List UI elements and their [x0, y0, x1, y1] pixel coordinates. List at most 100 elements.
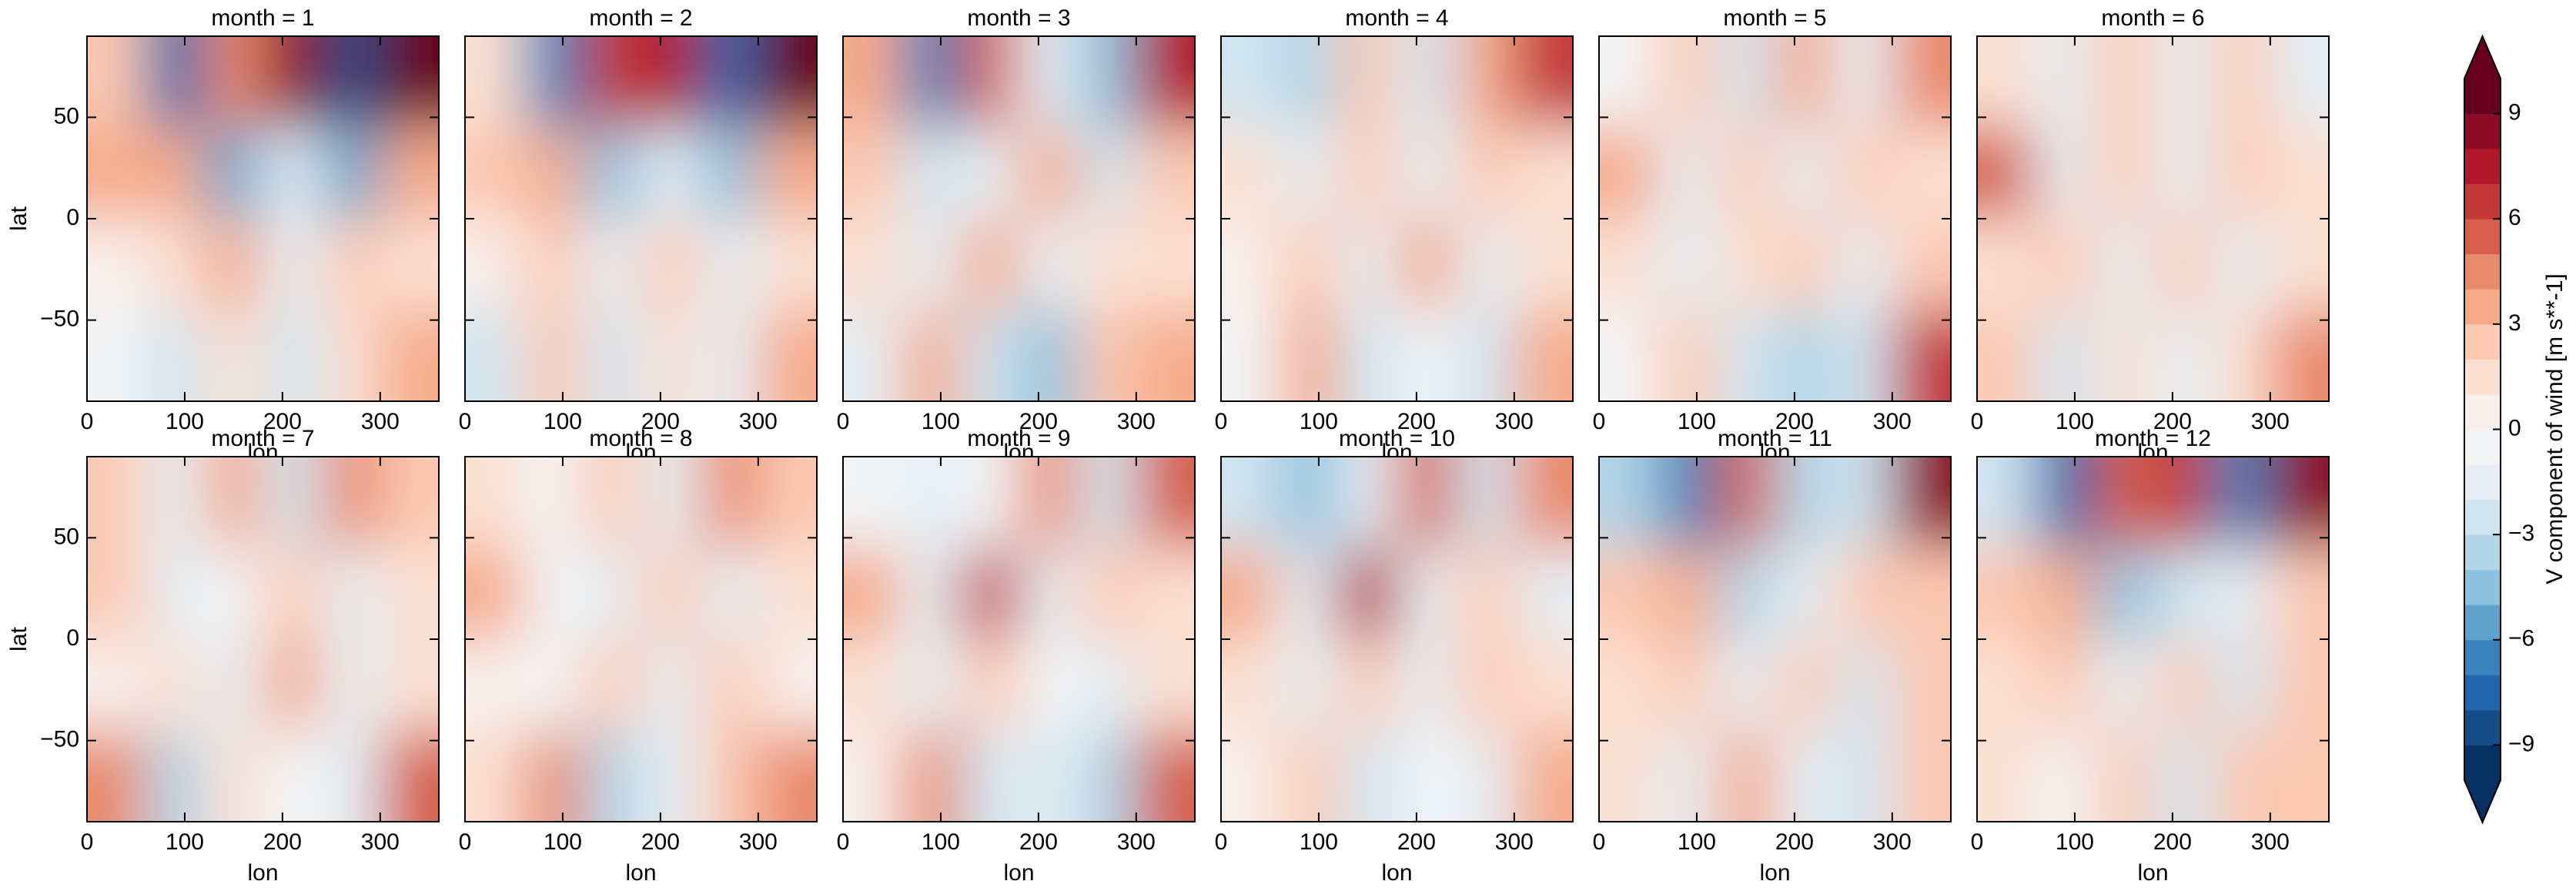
field-cell [1221, 730, 1280, 822]
field-cell [1280, 457, 1339, 548]
field-cell [1455, 457, 1514, 548]
field-cell [1077, 310, 1136, 401]
field-cell [960, 730, 1019, 822]
field-cell [1019, 219, 1078, 310]
field-cell [1019, 548, 1078, 639]
field-cell [2153, 36, 2212, 128]
colorbar-segment [2464, 534, 2501, 571]
x-tick-label: 0 [459, 409, 472, 434]
field-cell [1280, 219, 1339, 310]
field-cell [1019, 36, 1078, 128]
y-tick-label: 0 [66, 205, 79, 230]
field-cell [1833, 548, 1892, 639]
field-cell [1338, 36, 1397, 128]
field-blur [843, 36, 1195, 401]
x-axis-label: lon [1003, 860, 1034, 886]
x-tick-label: 0 [1215, 829, 1228, 855]
x-tick-label: 300 [1873, 829, 1912, 855]
colorbar-segment [2464, 429, 2501, 465]
x-tick-label: 100 [544, 829, 582, 855]
field-cell [2270, 548, 2329, 639]
panel-title: month = 8 [589, 426, 692, 451]
field-cell [263, 36, 322, 128]
field-blur [1599, 457, 1951, 822]
field-cell [1455, 219, 1514, 310]
field-cell [1019, 639, 1078, 731]
y-tick-label: 0 [66, 625, 79, 651]
field-cell [465, 127, 524, 219]
field-cell [321, 219, 380, 310]
field-blur [1221, 457, 1573, 822]
contour-field [87, 457, 439, 822]
field-cell [204, 310, 263, 401]
contour-field [843, 36, 1195, 401]
field-cell [1833, 639, 1892, 731]
field-cell [1019, 457, 1078, 548]
field-cell [960, 639, 1019, 731]
x-tick-label: 0 [1593, 829, 1606, 855]
field-cell [1514, 219, 1573, 310]
field-cell [524, 548, 583, 639]
field-cell [1514, 127, 1573, 219]
field-cell [1077, 548, 1136, 639]
colorbar-segment [2464, 113, 2501, 149]
field-cell [524, 219, 583, 310]
field-cell [2270, 310, 2329, 401]
field-cell [1077, 457, 1136, 548]
contour-field [465, 457, 817, 822]
field-cell [87, 310, 146, 401]
field-cell [1716, 310, 1775, 401]
field-cell [1019, 730, 1078, 822]
field-cell [1077, 219, 1136, 310]
field-cell [1221, 36, 1280, 128]
field-cell [146, 219, 205, 310]
field-cell [1775, 457, 1834, 548]
x-tick-label: 300 [1117, 409, 1156, 434]
field-cell [524, 730, 583, 822]
field-cell [1892, 730, 1951, 822]
field-cell [87, 548, 146, 639]
field-cell [2211, 548, 2270, 639]
field-cell [1599, 730, 1658, 822]
x-tick-label: 0 [837, 829, 850, 855]
field-cell [1338, 127, 1397, 219]
x-tick-label: 200 [2153, 829, 2192, 855]
field-cell [960, 219, 1019, 310]
field-cell [1716, 639, 1775, 731]
field-cell [902, 36, 961, 128]
field-cell [2270, 36, 2329, 128]
field-cell [204, 548, 263, 639]
field-cell [1775, 36, 1834, 128]
field-cell [1775, 548, 1834, 639]
field-cell [843, 219, 902, 310]
colorbar-segment [2464, 183, 2501, 219]
field-cell [582, 127, 641, 219]
field-cell [1977, 36, 2036, 128]
field-cell [2211, 310, 2270, 401]
x-tick-label: 300 [1117, 829, 1156, 855]
field-cell [465, 310, 524, 401]
colorbar-segment [2464, 79, 2501, 115]
field-cell [1455, 310, 1514, 401]
field-cell [1892, 310, 1951, 401]
panel-title: month = 2 [589, 5, 692, 31]
x-tick-label: 100 [166, 409, 204, 434]
field-cell [87, 36, 146, 128]
field-cell [1716, 548, 1775, 639]
field-cell [1077, 639, 1136, 731]
field-cell [1658, 548, 1717, 639]
field-cell [2211, 457, 2270, 548]
field-cell [960, 548, 1019, 639]
field-cell [902, 548, 961, 639]
field-cell [1833, 310, 1892, 401]
field-cell [87, 457, 146, 548]
x-tick-label: 100 [544, 409, 582, 434]
field-cell [465, 219, 524, 310]
field-cell [2094, 219, 2153, 310]
field-cell [524, 639, 583, 731]
field-cell [902, 730, 961, 822]
field-cell [1775, 730, 1834, 822]
field-cell [1833, 219, 1892, 310]
colorbar-tick-label: 6 [2508, 205, 2521, 230]
x-tick-label: 0 [1593, 409, 1606, 434]
